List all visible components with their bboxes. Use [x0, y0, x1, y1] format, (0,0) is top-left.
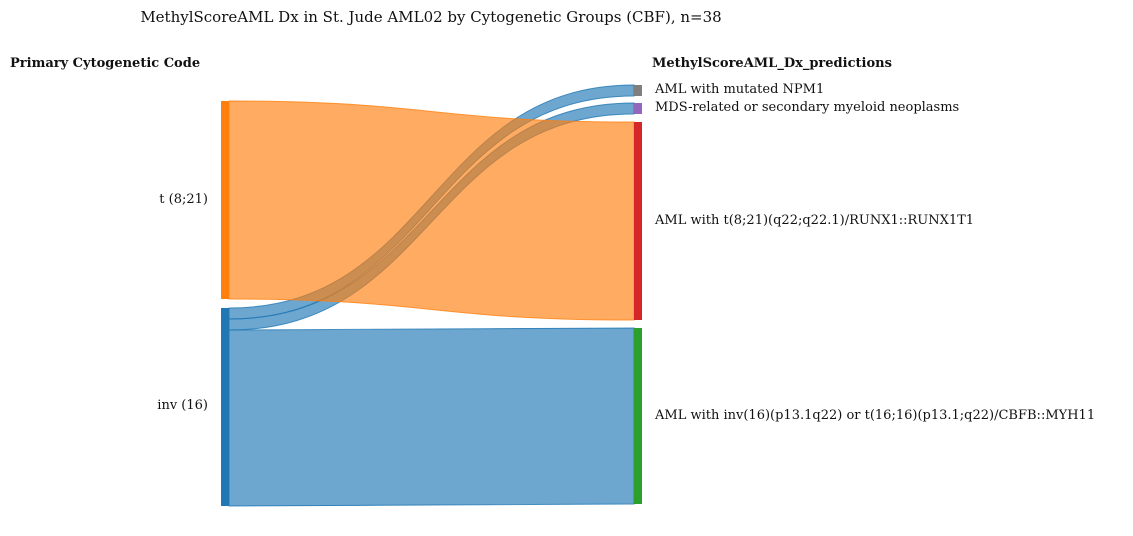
target-node-mds	[634, 103, 642, 114]
source-node-t821	[221, 101, 229, 299]
source-node-inv16	[221, 308, 229, 506]
target-label-cbfb: AML with inv(16)(p13.1q22) or t(16;16)(p…	[655, 408, 1096, 423]
flow-inv16-to-cbfb	[228, 327, 635, 507]
chart-title: MethylScoreAML Dx in St. Jude AML02 by C…	[140, 8, 722, 26]
right-column-header: MethylScoreAML_Dx_predictions	[652, 56, 892, 71]
target-node-cbfb	[634, 328, 642, 504]
target-node-runx1	[634, 122, 642, 320]
target-node-npm1	[634, 85, 642, 96]
left-column-header: Primary Cytogenetic Code	[10, 56, 201, 71]
source-label-t821: t (8;21)	[159, 192, 208, 207]
source-label-inv16: inv (16)	[157, 398, 208, 413]
target-label-npm1: AML with mutated NPM1	[655, 82, 825, 97]
target-label-runx1: AML with t(8;21)(q22;q22.1)/RUNX1::RUNX1…	[655, 213, 975, 228]
target-label-mds: MDS-related or secondary myeloid neoplas…	[655, 100, 960, 115]
flow-t821-to-runx1	[228, 100, 635, 321]
